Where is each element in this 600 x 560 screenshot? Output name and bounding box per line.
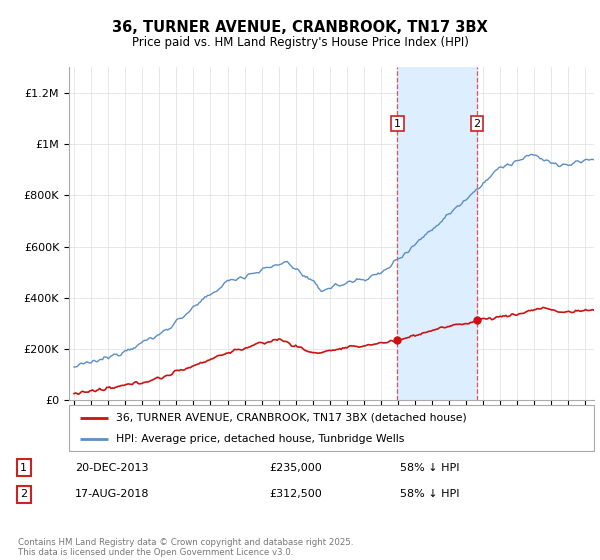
Text: £235,000: £235,000 [269,463,322,473]
Text: Contains HM Land Registry data © Crown copyright and database right 2025.
This d: Contains HM Land Registry data © Crown c… [18,538,353,557]
Bar [397,67,477,400]
Text: 17-AUG-2018: 17-AUG-2018 [75,489,149,499]
Text: 36, TURNER AVENUE, CRANBROOK, TN17 3BX (detached house): 36, TURNER AVENUE, CRANBROOK, TN17 3BX (… [116,413,467,423]
Text: 36, TURNER AVENUE, CRANBROOK, TN17 3BX: 36, TURNER AVENUE, CRANBROOK, TN17 3BX [112,20,488,35]
Text: 58% ↓ HPI: 58% ↓ HPI [400,463,460,473]
Text: 20-DEC-2013: 20-DEC-2013 [75,463,149,473]
Text: £312,500: £312,500 [269,489,322,499]
Text: Price paid vs. HM Land Registry's House Price Index (HPI): Price paid vs. HM Land Registry's House … [131,36,469,49]
FancyBboxPatch shape [69,405,594,451]
Text: 2: 2 [20,489,27,499]
Text: HPI: Average price, detached house, Tunbridge Wells: HPI: Average price, detached house, Tunb… [116,435,404,444]
Text: 2: 2 [473,119,481,129]
Text: 1: 1 [394,119,401,129]
Text: 1: 1 [20,463,27,473]
Text: 58% ↓ HPI: 58% ↓ HPI [400,489,460,499]
